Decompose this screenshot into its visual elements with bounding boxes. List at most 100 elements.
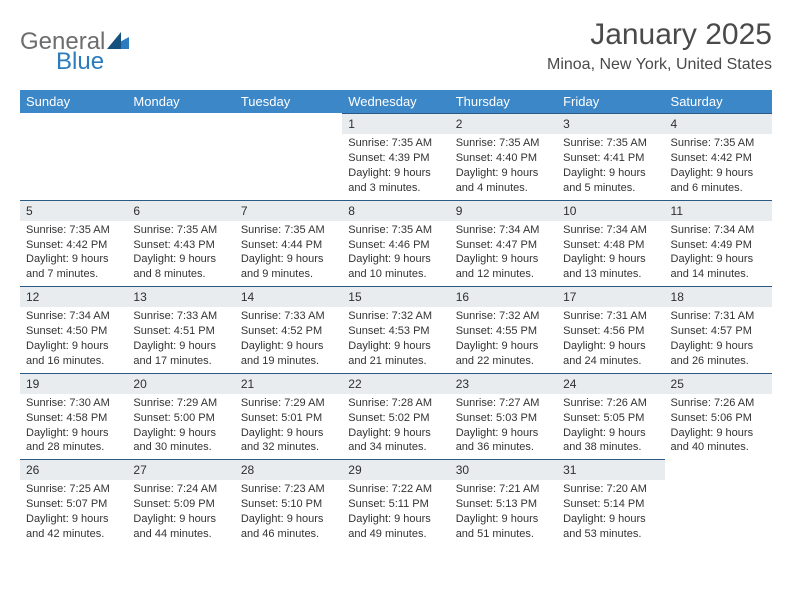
calendar-cell: 25Sunrise: 7:26 AMSunset: 5:06 PMDayligh…	[665, 373, 772, 460]
calendar-cell: 15Sunrise: 7:32 AMSunset: 4:53 PMDayligh…	[342, 286, 449, 373]
day-info-line: Daylight: 9 hours	[133, 426, 228, 441]
day-info-line: and 17 minutes.	[133, 354, 228, 369]
day-info-line: Sunrise: 7:35 AM	[241, 223, 336, 238]
day-info: Sunrise: 7:35 AMSunset: 4:42 PMDaylight:…	[665, 134, 772, 199]
day-info-line: Daylight: 9 hours	[563, 252, 658, 267]
day-info: Sunrise: 7:34 AMSunset: 4:50 PMDaylight:…	[20, 307, 127, 372]
day-info-line: Sunrise: 7:35 AM	[26, 223, 121, 238]
day-info-line: Daylight: 9 hours	[348, 166, 443, 181]
day-info-line: Sunset: 5:09 PM	[133, 497, 228, 512]
day-number: 11	[665, 200, 772, 221]
day-info-line: Sunrise: 7:35 AM	[456, 136, 551, 151]
day-info-line: and 38 minutes.	[563, 440, 658, 455]
day-number: 12	[20, 286, 127, 307]
day-info: Sunrise: 7:34 AMSunset: 4:49 PMDaylight:…	[665, 221, 772, 286]
day-info: Sunrise: 7:30 AMSunset: 4:58 PMDaylight:…	[20, 394, 127, 459]
day-number: 31	[557, 459, 664, 480]
day-number: 7	[235, 200, 342, 221]
day-number: 21	[235, 373, 342, 394]
calendar-cell: 21Sunrise: 7:29 AMSunset: 5:01 PMDayligh…	[235, 373, 342, 460]
day-info-line: Sunrise: 7:29 AM	[133, 396, 228, 411]
day-info-line: Sunrise: 7:33 AM	[241, 309, 336, 324]
calendar-cell: 12Sunrise: 7:34 AMSunset: 4:50 PMDayligh…	[20, 286, 127, 373]
day-info-line: and 49 minutes.	[348, 527, 443, 542]
day-header: Tuesday	[235, 90, 342, 113]
day-info-line: and 53 minutes.	[563, 527, 658, 542]
day-info: Sunrise: 7:35 AMSunset: 4:39 PMDaylight:…	[342, 134, 449, 199]
day-info-line: and 16 minutes.	[26, 354, 121, 369]
day-info: Sunrise: 7:20 AMSunset: 5:14 PMDaylight:…	[557, 480, 664, 545]
calendar-cell: 16Sunrise: 7:32 AMSunset: 4:55 PMDayligh…	[450, 286, 557, 373]
day-info: Sunrise: 7:28 AMSunset: 5:02 PMDaylight:…	[342, 394, 449, 459]
day-info-line: and 42 minutes.	[26, 527, 121, 542]
day-info-line: Sunset: 4:41 PM	[563, 151, 658, 166]
day-number: 6	[127, 200, 234, 221]
day-info-line: Sunrise: 7:21 AM	[456, 482, 551, 497]
day-info: Sunrise: 7:25 AMSunset: 5:07 PMDaylight:…	[20, 480, 127, 545]
day-info-line: Daylight: 9 hours	[241, 339, 336, 354]
day-info-line: Daylight: 9 hours	[671, 252, 766, 267]
day-number: 2	[450, 113, 557, 134]
day-info-line: and 14 minutes.	[671, 267, 766, 282]
calendar-cell	[127, 113, 234, 200]
calendar-cell: 28Sunrise: 7:23 AMSunset: 5:10 PMDayligh…	[235, 459, 342, 546]
day-info-line: Sunset: 4:47 PM	[456, 238, 551, 253]
day-info: Sunrise: 7:34 AMSunset: 4:47 PMDaylight:…	[450, 221, 557, 286]
day-info-line: Daylight: 9 hours	[241, 512, 336, 527]
day-number: 14	[235, 286, 342, 307]
calendar-cell: 3Sunrise: 7:35 AMSunset: 4:41 PMDaylight…	[557, 113, 664, 200]
day-info: Sunrise: 7:22 AMSunset: 5:11 PMDaylight:…	[342, 480, 449, 545]
calendar-cell	[235, 113, 342, 200]
day-info-line: Sunset: 4:42 PM	[671, 151, 766, 166]
title-block: January 2025 Minoa, New York, United Sta…	[547, 18, 772, 74]
day-number: 29	[342, 459, 449, 480]
day-info-line: and 44 minutes.	[133, 527, 228, 542]
calendar-week: 26Sunrise: 7:25 AMSunset: 5:07 PMDayligh…	[20, 459, 772, 546]
calendar-week: 5Sunrise: 7:35 AMSunset: 4:42 PMDaylight…	[20, 200, 772, 287]
day-info-line: and 34 minutes.	[348, 440, 443, 455]
day-number: 4	[665, 113, 772, 134]
day-number: 30	[450, 459, 557, 480]
brand-blue: Blue	[56, 48, 104, 75]
day-info-line: Daylight: 9 hours	[456, 512, 551, 527]
calendar-week: 12Sunrise: 7:34 AMSunset: 4:50 PMDayligh…	[20, 286, 772, 373]
calendar-cell: 5Sunrise: 7:35 AMSunset: 4:42 PMDaylight…	[20, 200, 127, 287]
calendar-cell: 6Sunrise: 7:35 AMSunset: 4:43 PMDaylight…	[127, 200, 234, 287]
day-info: Sunrise: 7:29 AMSunset: 5:01 PMDaylight:…	[235, 394, 342, 459]
day-info-line: Sunset: 4:58 PM	[26, 411, 121, 426]
day-info-line: Sunset: 5:02 PM	[348, 411, 443, 426]
calendar-cell: 13Sunrise: 7:33 AMSunset: 4:51 PMDayligh…	[127, 286, 234, 373]
day-info-line: Sunrise: 7:30 AM	[26, 396, 121, 411]
calendar-cell: 20Sunrise: 7:29 AMSunset: 5:00 PMDayligh…	[127, 373, 234, 460]
calendar-cell: 29Sunrise: 7:22 AMSunset: 5:11 PMDayligh…	[342, 459, 449, 546]
day-info-line: Daylight: 9 hours	[348, 339, 443, 354]
day-info: Sunrise: 7:31 AMSunset: 4:57 PMDaylight:…	[665, 307, 772, 372]
day-info-line: Daylight: 9 hours	[671, 426, 766, 441]
day-info-line: Sunset: 5:07 PM	[26, 497, 121, 512]
day-info: Sunrise: 7:24 AMSunset: 5:09 PMDaylight:…	[127, 480, 234, 545]
day-info-line: Sunrise: 7:34 AM	[563, 223, 658, 238]
day-info-line: and 12 minutes.	[456, 267, 551, 282]
day-info-line: Daylight: 9 hours	[241, 252, 336, 267]
day-info-line: Sunrise: 7:34 AM	[671, 223, 766, 238]
day-info-line: Daylight: 9 hours	[133, 339, 228, 354]
day-info-line: and 13 minutes.	[563, 267, 658, 282]
day-info: Sunrise: 7:35 AMSunset: 4:46 PMDaylight:…	[342, 221, 449, 286]
calendar-cell: 19Sunrise: 7:30 AMSunset: 4:58 PMDayligh…	[20, 373, 127, 460]
day-info-line: Daylight: 9 hours	[456, 339, 551, 354]
day-number: 8	[342, 200, 449, 221]
calendar-cell: 31Sunrise: 7:20 AMSunset: 5:14 PMDayligh…	[557, 459, 664, 546]
calendar-cell: 4Sunrise: 7:35 AMSunset: 4:42 PMDaylight…	[665, 113, 772, 200]
day-info-line: Sunset: 4:52 PM	[241, 324, 336, 339]
day-info-line: Sunrise: 7:34 AM	[456, 223, 551, 238]
day-info-line: and 28 minutes.	[26, 440, 121, 455]
day-info-line: Sunrise: 7:31 AM	[671, 309, 766, 324]
day-number: 25	[665, 373, 772, 394]
day-info-line: Sunset: 5:03 PM	[456, 411, 551, 426]
day-info-line: Sunrise: 7:32 AM	[348, 309, 443, 324]
day-number: 1	[342, 113, 449, 134]
day-info-line: Daylight: 9 hours	[671, 339, 766, 354]
day-info-line: Sunset: 4:51 PM	[133, 324, 228, 339]
day-info-line: Daylight: 9 hours	[456, 252, 551, 267]
day-info-line: Sunrise: 7:28 AM	[348, 396, 443, 411]
